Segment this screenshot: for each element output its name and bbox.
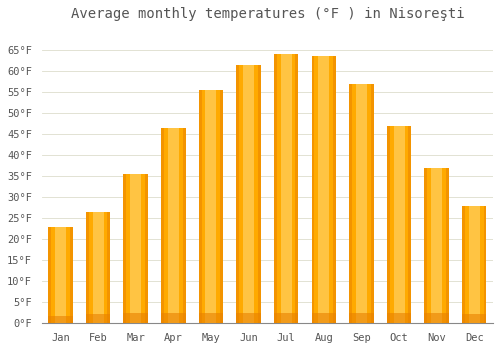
Bar xyxy=(446,168,449,323)
Bar xyxy=(424,168,449,323)
Bar xyxy=(161,128,186,323)
Bar xyxy=(145,174,148,323)
Bar xyxy=(48,227,72,323)
Bar xyxy=(168,128,179,323)
Bar xyxy=(387,313,411,323)
Bar xyxy=(48,316,72,323)
Bar xyxy=(130,174,141,323)
Bar xyxy=(312,313,336,323)
Bar xyxy=(387,126,411,323)
Bar xyxy=(182,128,186,323)
Bar xyxy=(236,313,261,323)
Bar xyxy=(70,227,72,323)
Title: Average monthly temperatures (°F ) in Nisoreşti: Average monthly temperatures (°F ) in Ni… xyxy=(70,7,464,21)
Bar xyxy=(108,212,110,323)
Bar xyxy=(370,84,374,323)
Bar xyxy=(468,205,479,323)
Bar xyxy=(462,205,486,323)
Bar xyxy=(86,314,110,323)
Bar xyxy=(349,84,374,323)
Bar xyxy=(431,168,442,323)
Bar xyxy=(124,174,126,323)
Bar xyxy=(236,65,261,323)
Bar xyxy=(394,126,404,323)
Bar xyxy=(408,126,411,323)
Bar xyxy=(274,313,298,323)
Bar xyxy=(161,313,186,323)
Bar xyxy=(462,205,465,323)
Bar xyxy=(124,174,148,323)
Bar xyxy=(92,212,104,323)
Bar xyxy=(243,65,254,323)
Bar xyxy=(349,313,374,323)
Bar xyxy=(124,313,148,323)
Bar xyxy=(318,56,330,323)
Bar xyxy=(280,54,291,323)
Bar xyxy=(356,84,367,323)
Bar xyxy=(274,54,298,323)
Bar xyxy=(198,90,223,323)
Bar xyxy=(312,56,336,323)
Bar xyxy=(236,65,240,323)
Bar xyxy=(220,90,223,323)
Bar xyxy=(312,56,314,323)
Bar xyxy=(462,314,486,323)
Bar xyxy=(258,65,261,323)
Bar xyxy=(161,128,164,323)
Bar xyxy=(86,212,89,323)
Bar xyxy=(387,126,390,323)
Bar xyxy=(424,313,449,323)
Bar xyxy=(333,56,336,323)
Bar xyxy=(198,90,202,323)
Bar xyxy=(48,227,51,323)
Bar xyxy=(206,90,216,323)
Bar xyxy=(198,313,223,323)
Bar xyxy=(296,54,298,323)
Bar xyxy=(86,212,110,323)
Bar xyxy=(55,227,66,323)
Bar xyxy=(349,84,352,323)
Bar xyxy=(274,54,277,323)
Bar xyxy=(424,168,428,323)
Bar xyxy=(484,205,486,323)
